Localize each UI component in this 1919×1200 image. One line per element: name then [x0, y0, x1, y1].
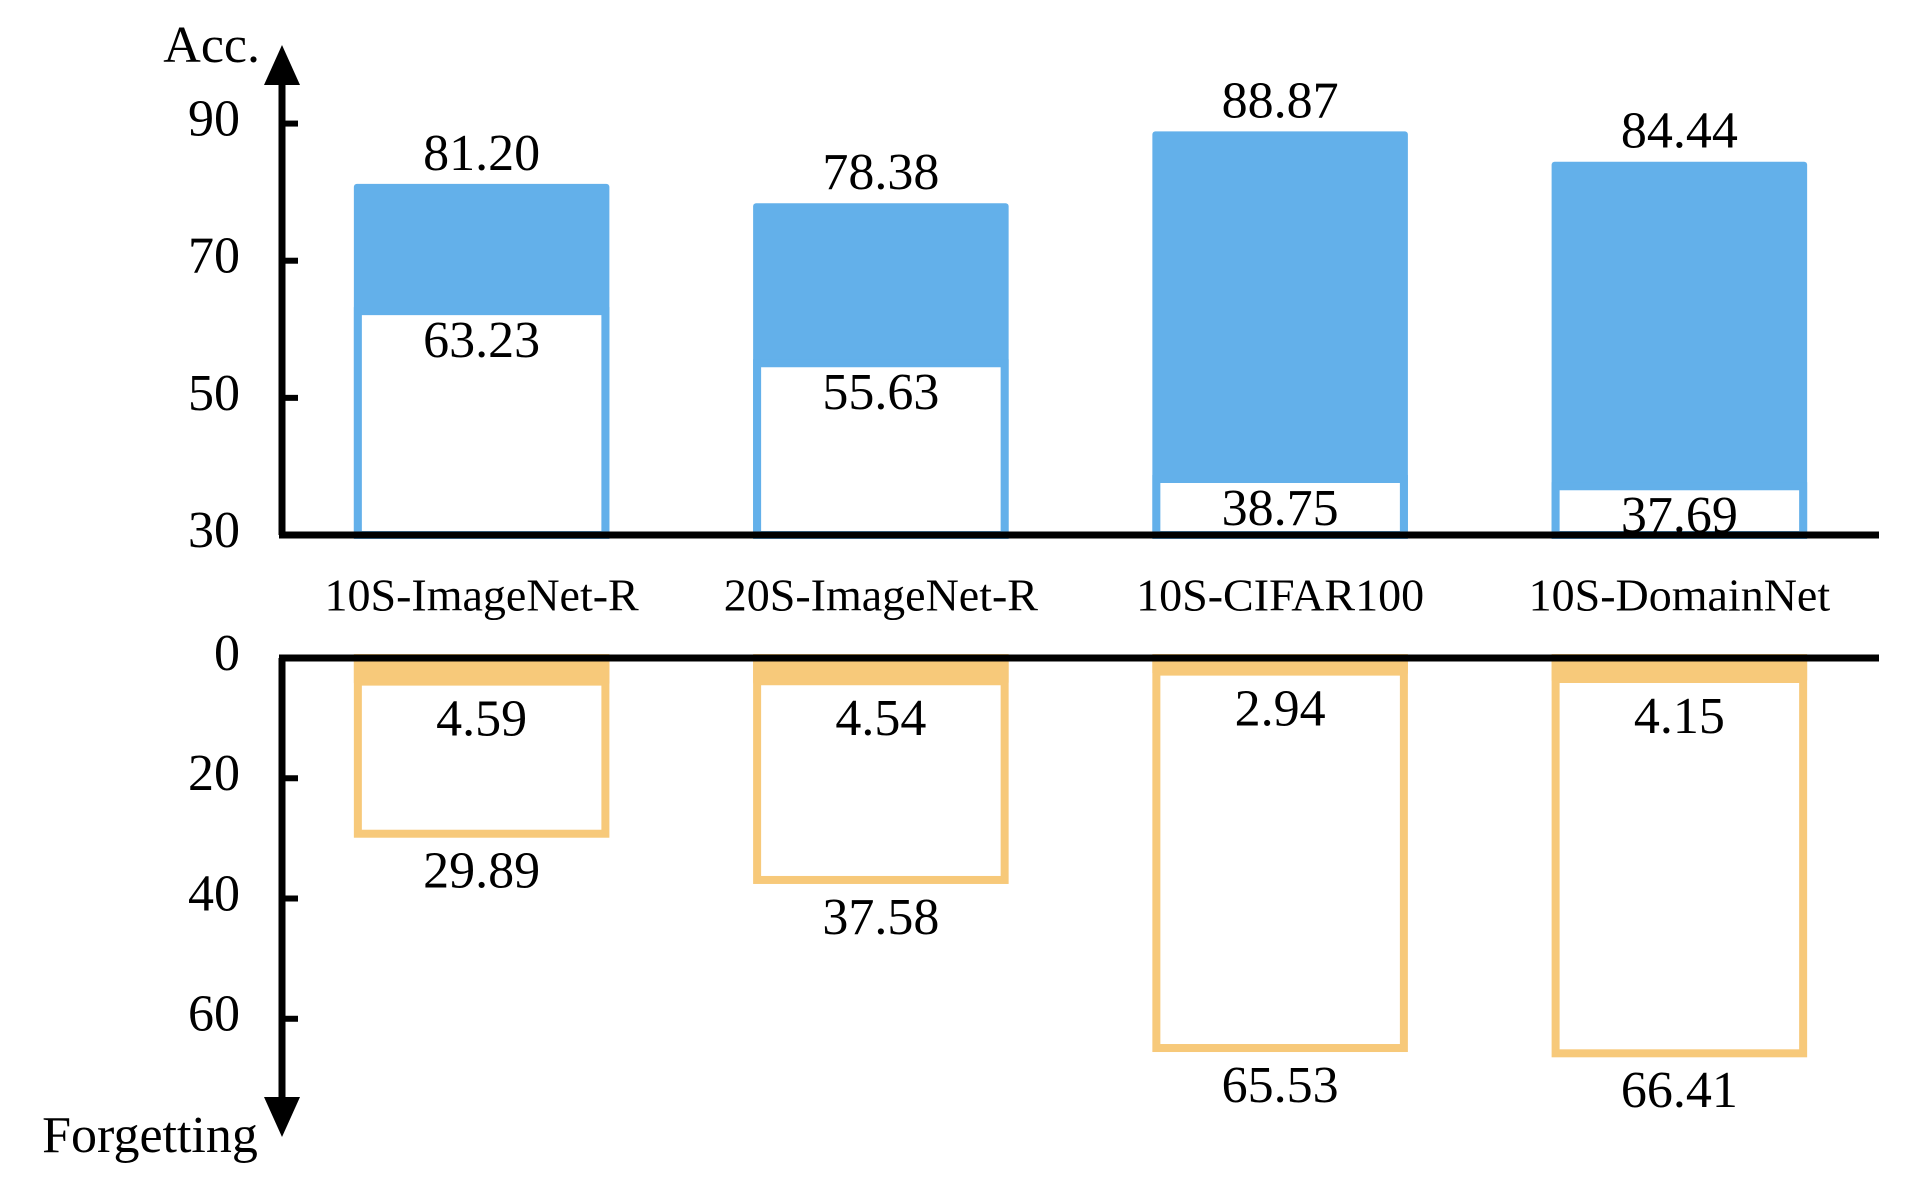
bar-outline [753, 359, 1009, 539]
y-tick-label: 30 [188, 502, 240, 559]
axis-arrow [264, 1097, 300, 1137]
value-label: 55.63 [822, 364, 939, 421]
value-label: 4.54 [835, 690, 926, 747]
y-axis-label: Acc. [163, 17, 260, 74]
bar-outline [1152, 654, 1408, 1053]
bar-outline [353, 307, 610, 539]
bar [353, 658, 610, 686]
value-label: 78.38 [822, 144, 939, 201]
y-tick-label: 40 [188, 865, 240, 922]
value-label: 88.87 [1222, 72, 1339, 129]
y-tick-label: 90 [188, 91, 240, 148]
value-label: 66.41 [1621, 1062, 1738, 1119]
y-tick-label: 60 [188, 986, 240, 1043]
y-tick-label: 0 [214, 625, 240, 682]
value-label: 81.20 [423, 125, 540, 182]
axis-arrow [264, 45, 300, 85]
bar [1152, 658, 1408, 676]
y-axis-label: Forgetting [42, 1107, 258, 1164]
value-label: 84.44 [1621, 103, 1738, 160]
x-tick-label: 10S-CIFAR100 [1136, 570, 1424, 621]
value-label: 29.89 [423, 843, 540, 900]
x-tick-label: 20S-ImageNet-R [724, 570, 1039, 621]
bar [1551, 658, 1808, 683]
y-tick-label: 70 [188, 228, 240, 285]
value-label: 38.75 [1222, 480, 1339, 537]
value-label: 4.59 [436, 691, 527, 748]
value-label: 4.15 [1634, 688, 1725, 745]
value-label: 37.58 [822, 889, 939, 946]
y-tick-label: 20 [188, 745, 240, 802]
x-tick-label: 10S-ImageNet-R [324, 570, 639, 621]
bar-outline [1551, 654, 1808, 1058]
x-tick-label: 10S-DomainNet [1529, 570, 1831, 621]
value-label: 65.53 [1222, 1057, 1339, 1114]
bar [753, 658, 1009, 686]
y-tick-label: 50 [188, 365, 240, 422]
bar [1551, 161, 1808, 535]
value-label: 2.94 [1235, 681, 1326, 738]
value-label: 63.23 [423, 312, 540, 369]
bar [1152, 131, 1408, 535]
